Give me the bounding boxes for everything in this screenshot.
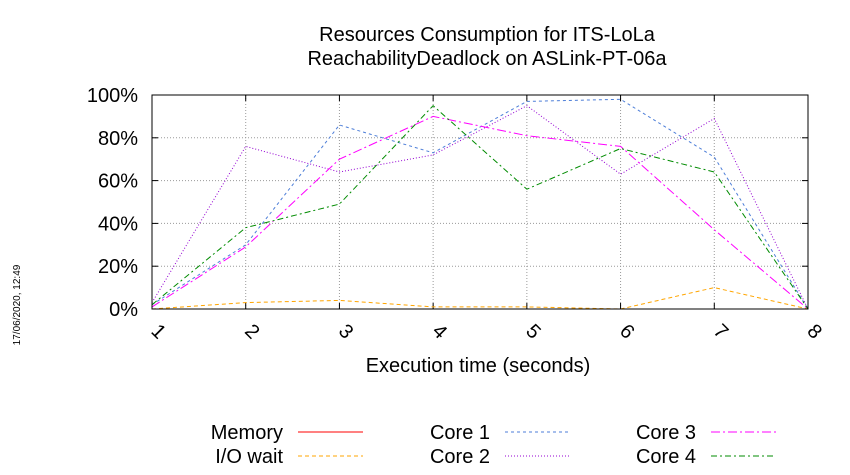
- y-tick-label: 60%: [98, 171, 138, 193]
- x-tick-label: 8: [803, 320, 826, 343]
- chart-subtitle: ReachabilityDeadlock on ASLink-PT-06a: [307, 48, 667, 70]
- y-tick-label: 0%: [109, 299, 138, 321]
- x-tick-label: 2: [240, 320, 263, 343]
- chart-title: Resources Consumption for ITS-LoLa: [319, 24, 656, 46]
- series-line-core-3: [151, 115, 809, 310]
- series-line-core-2: [151, 105, 809, 310]
- y-axis-ticks: 0% 20% 40% 60% 80% 100%: [87, 85, 808, 321]
- y-tick-label: 80%: [98, 128, 138, 150]
- y-tick-label: 40%: [98, 213, 138, 235]
- legend-label: Core 4: [636, 446, 696, 468]
- series-lines: [151, 98, 809, 310]
- plot-frame: [151, 94, 809, 310]
- legend-label: Core 1: [430, 422, 490, 444]
- legend-label: I/O wait: [215, 446, 283, 468]
- legend-label: Memory: [211, 422, 283, 444]
- x-tick-label: 7: [709, 320, 732, 343]
- legend-label: Core 3: [636, 422, 696, 444]
- x-tick-label: 1: [147, 320, 170, 343]
- legend-label: Core 2: [430, 446, 490, 468]
- x-axis-ticks: 1 2 3 4 5 6 7 8: [147, 95, 826, 343]
- x-tick-label: 5: [521, 320, 544, 343]
- series-line-core-1: [151, 98, 809, 310]
- series-line-core-4: [151, 105, 809, 310]
- x-tick-label: 3: [334, 320, 357, 343]
- series-line-i-o-wait: [151, 287, 809, 310]
- x-tick-label: 6: [615, 320, 638, 343]
- x-axis-label: Execution time (seconds): [366, 355, 591, 377]
- timestamp-stamp: 17/06/2020, 12:49: [12, 264, 23, 345]
- x-tick-label: 4: [428, 320, 451, 343]
- y-tick-label: 20%: [98, 256, 138, 278]
- y-tick-label: 100%: [87, 85, 138, 107]
